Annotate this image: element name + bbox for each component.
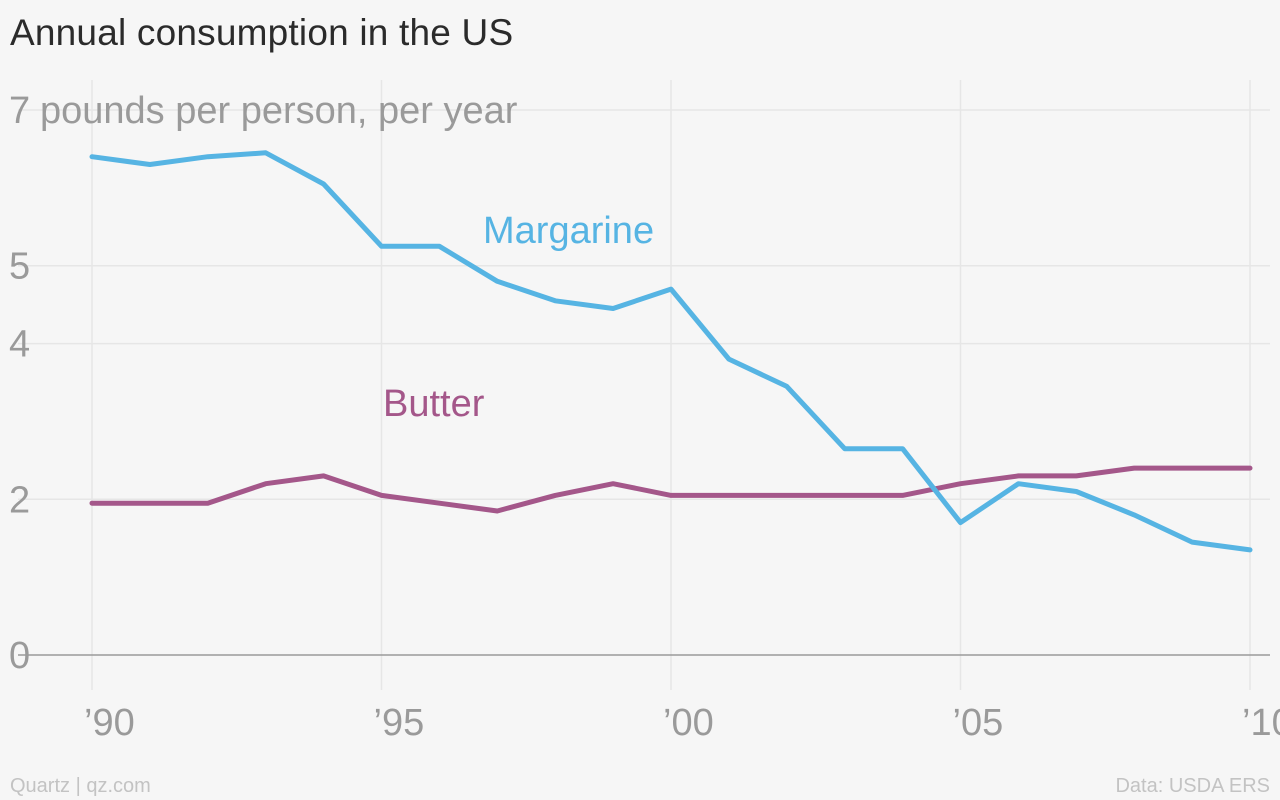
- series-lines: [89, 150, 1253, 553]
- y-axis-unit-label: pounds per person, per year: [40, 90, 518, 132]
- x-tick-label-2010: ’10: [1242, 702, 1280, 744]
- butter-series-label: Butter: [383, 383, 485, 425]
- axes: 0 2 4 5 7 pounds per person, per year ’90 ’95 ’0…: [9, 90, 1280, 744]
- margarine-line: [89, 150, 1253, 553]
- chart-title: Annual consumption in the US: [10, 12, 514, 53]
- x-tick-label-1990: ’90: [84, 702, 135, 744]
- gridlines: [18, 80, 1270, 690]
- y-tick-label-2: 2: [9, 479, 30, 521]
- series-labels: Margarine Butter: [383, 210, 654, 425]
- x-tick-label-2000: ’00: [663, 702, 714, 744]
- y-tick-label-7: 7: [9, 90, 30, 132]
- footer-source-credit: Quartz | qz.com: [10, 775, 151, 797]
- x-tick-label-1995: ’95: [374, 702, 425, 744]
- y-tick-label-4: 4: [9, 324, 30, 366]
- footer-data-source: Data: USDA ERS: [1115, 775, 1270, 797]
- x-tick-label-2005: ’05: [953, 702, 1004, 744]
- butter-line: [89, 465, 1253, 514]
- y-tick-label-0: 0: [9, 635, 30, 677]
- y-tick-label-5: 5: [9, 246, 30, 288]
- margarine-series-label: Margarine: [483, 210, 654, 252]
